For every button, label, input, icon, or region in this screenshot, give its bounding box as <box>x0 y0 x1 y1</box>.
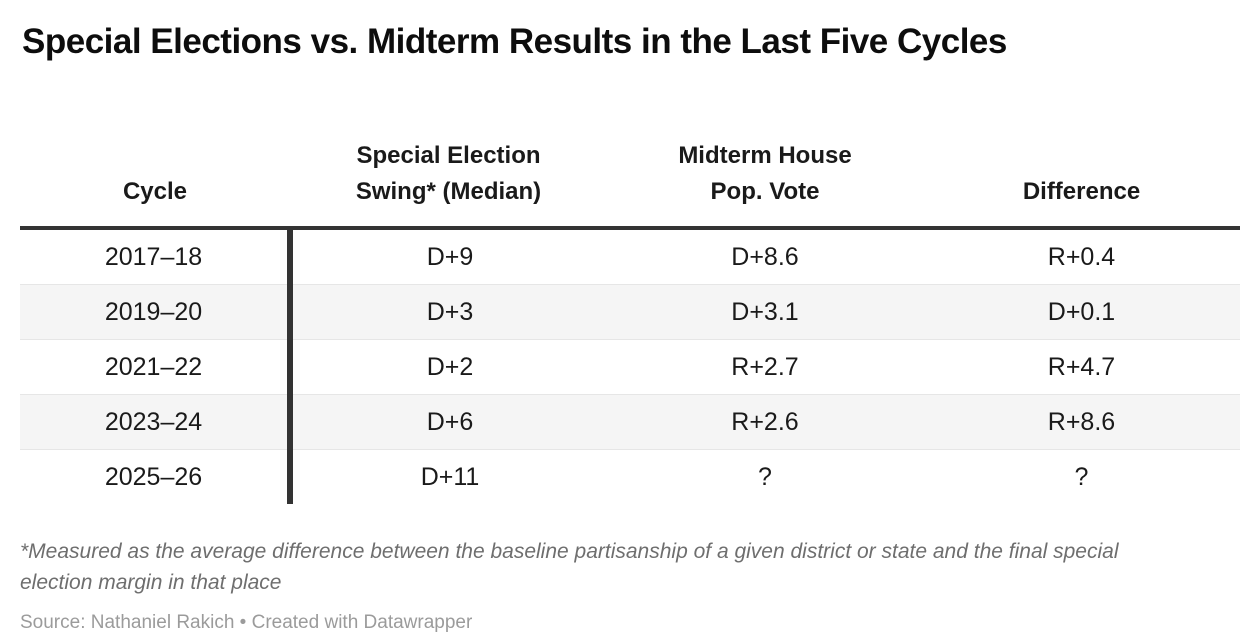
column-header-special-election-swing: Special Election Swing* (Median) <box>290 62 607 231</box>
header-line: Difference <box>1022 178 1141 206</box>
cell-cycle: 2019–20 <box>20 284 290 340</box>
source-line: Source: Nathaniel Rakich • Created with … <box>20 612 473 634</box>
header-line: Pop. Vote <box>710 178 820 206</box>
cell-difference: R+8.6 <box>923 394 1240 450</box>
cell-cycle: 2025–26 <box>20 449 290 505</box>
cell-difference: R+4.7 <box>923 339 1240 395</box>
header-line: Cycle <box>122 178 188 206</box>
column-header-cycle: Cycle <box>20 62 290 231</box>
table-row: 2019–20 D+3 D+3.1 D+0.1 <box>20 284 1240 340</box>
results-table: Cycle Special Election Swing* (Median) M… <box>20 62 1240 505</box>
cell-difference: ? <box>923 449 1240 505</box>
cell-special-election-swing: D+6 <box>287 394 607 450</box>
header-line: Midterm House <box>678 142 852 170</box>
table-row: 2023–24 D+6 R+2.6 R+8.6 <box>20 394 1240 450</box>
cell-special-election-swing: D+9 <box>287 228 607 285</box>
cell-cycle: 2017–18 <box>104 242 203 271</box>
table-row: 2021–22 D+2 R+2.7 R+4.7 <box>20 339 1240 395</box>
footnote: *Measured as the average difference betw… <box>20 540 1119 594</box>
column-header-difference: Difference <box>923 62 1240 231</box>
cell-special-election-swing: D+3 <box>287 284 607 340</box>
cell-special-election-swing: D+11 <box>287 449 607 505</box>
cell-midterm-house-pop-vote: R+2.6 <box>607 394 923 450</box>
table-row: 2025–26 D+11 ? ? <box>20 449 1240 505</box>
header-line: Swing* (Median) <box>355 178 542 206</box>
cell-cycle: 2023–24 <box>20 394 290 450</box>
table-row: 2017–18 D+9 D+8.6 R+0.4 <box>20 228 1240 285</box>
cell-difference: R+0.4 <box>1047 242 1116 271</box>
chart-title: Special Elections vs. Midterm Results in… <box>22 22 1007 61</box>
table-header-row: Cycle Special Election Swing* (Median) M… <box>20 62 1240 231</box>
cell-midterm-house-pop-vote: ? <box>607 449 923 505</box>
header-line: Special Election <box>356 142 541 170</box>
column-header-midterm-house-pop-vote: Midterm House Pop. Vote <box>607 62 923 231</box>
cell-special-election-swing: D+2 <box>287 339 607 395</box>
cell-midterm-house-pop-vote: R+2.7 <box>607 339 923 395</box>
cell-difference: D+0.1 <box>923 284 1240 340</box>
cell-midterm-house-pop-vote: D+3.1 <box>607 284 923 340</box>
cell-cycle: 2021–22 <box>20 339 290 395</box>
cell-midterm-house-pop-vote: D+8.6 <box>731 242 799 271</box>
